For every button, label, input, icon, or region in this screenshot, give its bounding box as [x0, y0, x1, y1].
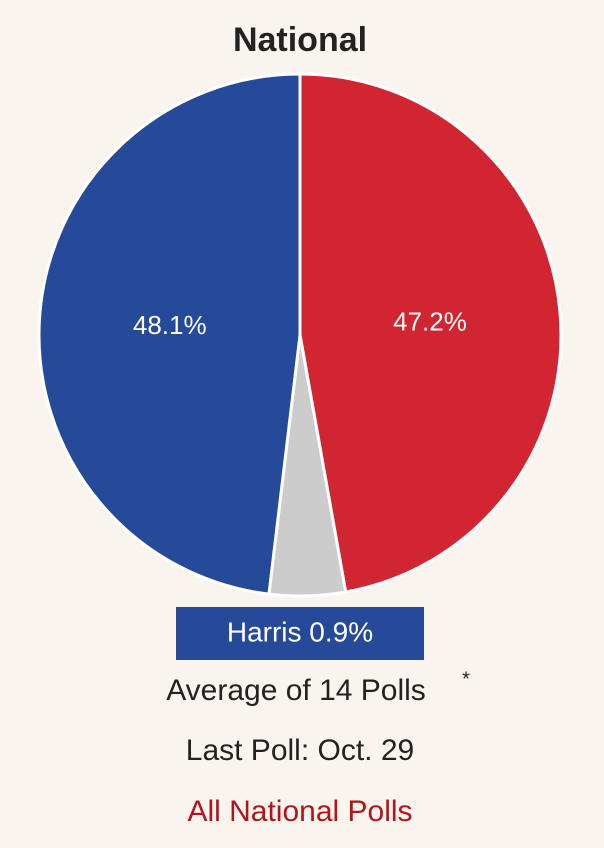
- last-poll-text: Last Poll: Oct. 29: [186, 734, 414, 767]
- leader-banner: [176, 607, 424, 660]
- chart-title: National: [233, 21, 367, 59]
- pie: 47.2% 48.1%: [37, 72, 563, 598]
- slice-label: 47.2%: [393, 306, 467, 336]
- all-polls-link[interactable]: All National Polls: [187, 795, 412, 828]
- average-text: Average of 14 Polls: [166, 674, 426, 707]
- pie-slice: [37, 72, 302, 596]
- footnote-mark: *: [462, 668, 470, 690]
- leader-text: Harris 0.9%: [227, 616, 373, 647]
- slice-label: 48.1%: [133, 310, 207, 340]
- pie-slice: [298, 72, 563, 594]
